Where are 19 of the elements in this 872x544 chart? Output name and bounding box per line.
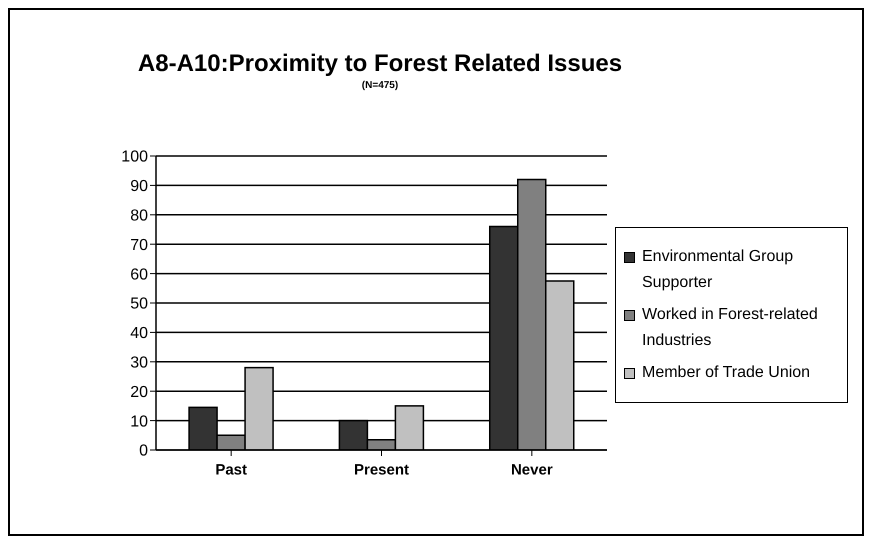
chart-title: A8-A10:Proximity to Forest Related Issues [136, 50, 624, 78]
x-tick-label: Present [354, 462, 410, 479]
y-tick-label: 20 [130, 384, 148, 401]
y-tick-label: 50 [130, 296, 148, 313]
y-tick-label: 30 [130, 354, 148, 372]
y-tick-label: 80 [130, 207, 148, 224]
y-tick-label: 60 [130, 266, 148, 284]
y-tick-label: 90 [130, 178, 148, 196]
legend-label: Worked in Forest-related Industries [642, 305, 819, 351]
y-tick-label: 10 [130, 413, 148, 430]
y-tick-label: 70 [130, 236, 148, 254]
x-tick-label: Past [215, 462, 248, 479]
y-tick-label: 40 [130, 325, 148, 342]
y-tick-label: 100 [121, 148, 148, 166]
chart-subtitle: (N=475) [360, 80, 400, 91]
legend-label: Environmental Group Supporter [642, 247, 794, 293]
legend-label: Member of Trade Union [642, 363, 810, 383]
y-tick-label: 0 [139, 442, 148, 460]
x-tick-label: Never [510, 462, 553, 479]
